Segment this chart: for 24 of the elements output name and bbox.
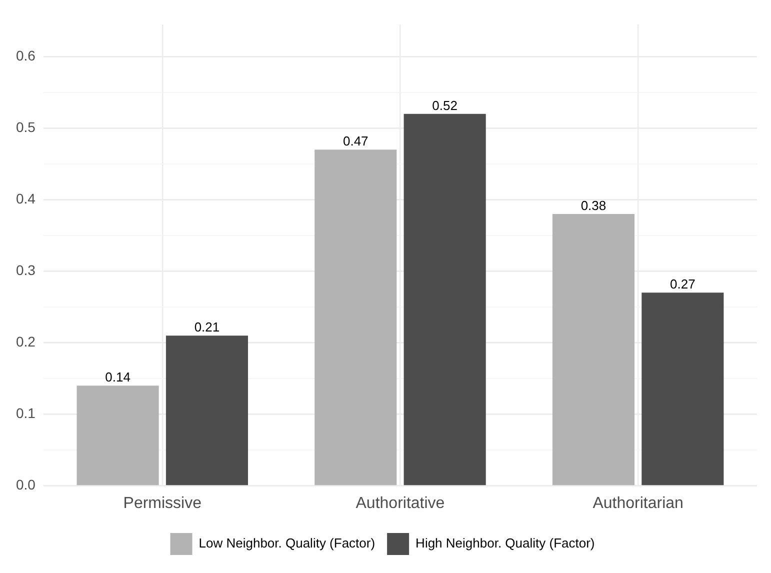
data-label: 0.47 — [342, 134, 368, 149]
bar — [166, 336, 248, 486]
bar — [404, 114, 486, 486]
data-label: 0.27 — [670, 276, 696, 292]
bar — [76, 386, 159, 486]
data-label: 0.52 — [432, 98, 458, 113]
y-tick-label: 0.3 — [16, 262, 36, 278]
bar — [552, 214, 635, 486]
legend-label: Low Neighbor. Quality (Factor) — [198, 536, 376, 551]
bar — [314, 150, 397, 486]
data-label: 0.38 — [580, 198, 606, 214]
x-tick-label: Permissive — [123, 494, 202, 512]
y-tick-label: 0.4 — [16, 190, 36, 207]
y-tick-label: 0.0 — [16, 476, 36, 493]
data-label: 0.14 — [105, 370, 130, 385]
legend-label: High Neighbor. Quality (Factor) — [416, 536, 595, 551]
y-tick-label: 0.2 — [16, 334, 36, 350]
bar — [642, 292, 724, 486]
x-tick-label: Authoritarian — [592, 494, 684, 512]
y-tick-label: 0.5 — [16, 118, 36, 135]
data-label: 0.21 — [194, 320, 220, 335]
y-tick-label: 0.1 — [16, 405, 36, 422]
x-tick-label: Authoritative — [356, 494, 445, 512]
y-tick-label: 0.6 — [16, 47, 36, 64]
